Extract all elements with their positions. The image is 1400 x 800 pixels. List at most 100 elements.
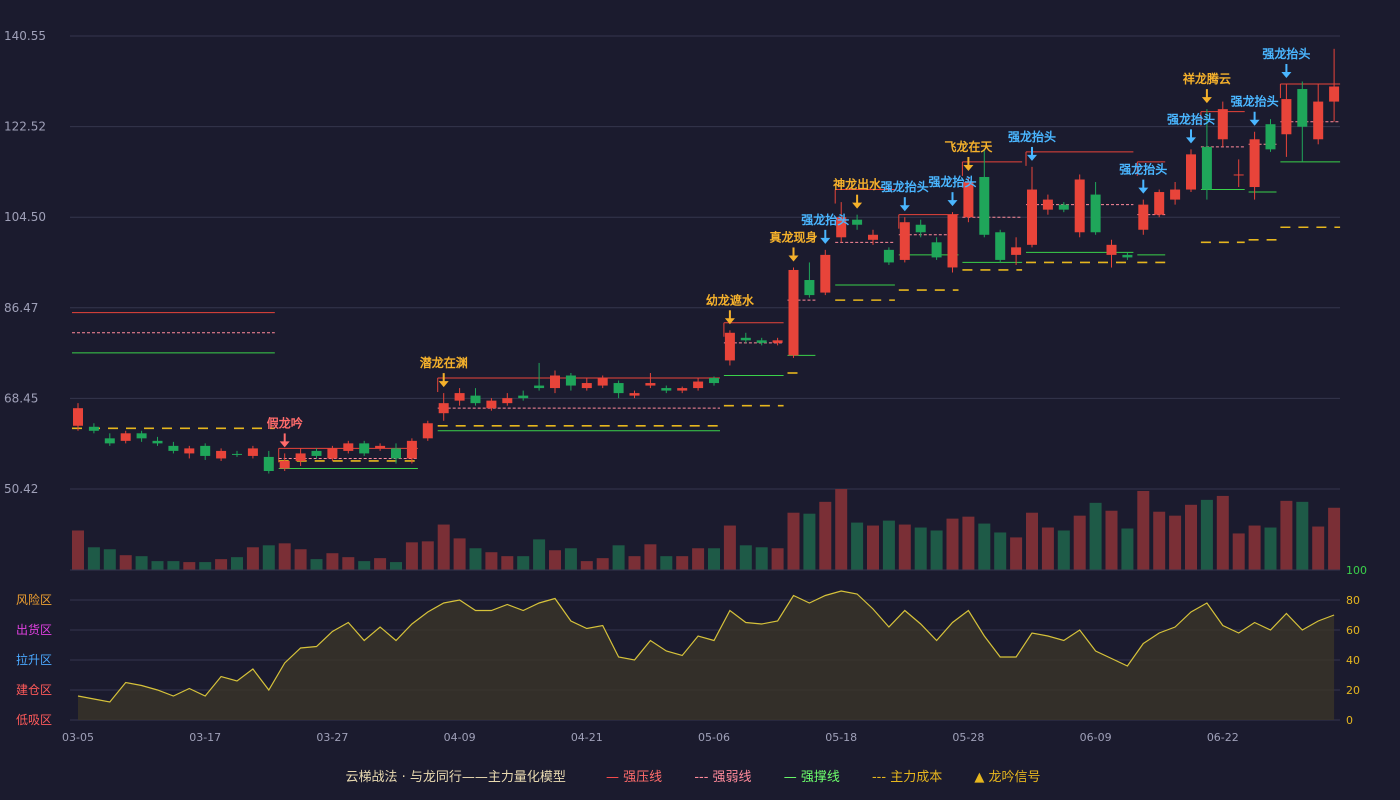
volume-bar (930, 530, 943, 570)
legend-symbol: --- (871, 770, 887, 785)
candle-body (502, 398, 513, 404)
candle-body (359, 443, 370, 454)
volume-bar (501, 556, 514, 570)
candle-body (1074, 179, 1085, 233)
signal-label: 真龙现身 (769, 229, 817, 244)
volume-bar (1169, 515, 1182, 570)
legend-label: 强撑线 (800, 770, 840, 785)
osc-tick-label: 40 (1346, 654, 1360, 667)
volume-bar (167, 561, 180, 570)
legend-symbol: ▲ (974, 770, 985, 785)
signal-label: 飞龙在天 (944, 139, 993, 154)
volume-bar (612, 545, 625, 570)
candle-body (136, 433, 147, 439)
candle-body (740, 337, 751, 341)
volume-bar (660, 556, 673, 570)
zone-label: 建仓区 (16, 683, 52, 697)
candle-body (550, 375, 560, 389)
candle-body (613, 383, 624, 394)
legend-item-resist[interactable]: — 强压线 (606, 770, 662, 785)
volume-bar (1041, 527, 1054, 570)
volume-bar (1264, 527, 1277, 570)
volume-bar (1312, 526, 1325, 570)
volume-bar (1057, 530, 1070, 570)
volume-bar (644, 544, 657, 570)
candle-body (295, 453, 306, 461)
candles (73, 48, 1340, 474)
candle-body (645, 383, 656, 386)
legend-label: 龙吟信号 (988, 770, 1041, 785)
volume-bar (390, 562, 402, 570)
volume-bar (1200, 499, 1213, 570)
candle-body (979, 176, 990, 235)
candle-body (1329, 86, 1340, 102)
osc-tick-label: 20 (1346, 684, 1360, 697)
volume-bar (119, 555, 132, 570)
date-axis: 03-05 03-17 03-27 04-09 04-21 05-06 05-18 05-28… (62, 731, 1239, 744)
zone-label: 低吸区 (16, 713, 52, 727)
date-tick-label: 03-27 (316, 731, 348, 744)
signal-label: 假龙吟 (267, 415, 303, 430)
volume-bar (1073, 515, 1086, 570)
signal-arrow-head (438, 381, 449, 388)
price-tick-label: 86.47 (4, 301, 38, 315)
volume-bar (723, 525, 736, 570)
price-tick-label: 68.45 (4, 391, 38, 405)
signal-arrow-head (724, 318, 735, 325)
candle-body (677, 388, 688, 391)
legend-item-signal[interactable]: ▲ 龙吟信号 (974, 770, 1040, 785)
signal-label: 强龙抬头 (881, 179, 929, 194)
candle-body (406, 440, 417, 459)
legend-item-weak[interactable]: --- 强弱线 (694, 770, 751, 785)
legend-title: 云梯战法 · 与龙同行——主力量化模型 (345, 770, 566, 785)
signal-label: 强龙抬头 (1167, 111, 1215, 126)
legend-label: 主力成本 (890, 770, 943, 785)
price-axis: 140.55 122.52 104.50 86.47 68.45 50.42 (4, 29, 46, 496)
candle-body (311, 450, 322, 456)
date-tick-label: 03-17 (189, 731, 221, 744)
volume-bar (453, 538, 466, 570)
candle-body (534, 385, 545, 389)
volume-bar (1232, 533, 1245, 570)
volume-bar (199, 562, 212, 570)
candle-body (1297, 89, 1308, 127)
volume-bar (771, 548, 784, 570)
legend: 云梯战法 · 与龙同行——主力量化模型 — 强压线 --- 强弱线 — 强撑线 … (0, 766, 1400, 785)
signal-label: 强龙抬头 (928, 174, 976, 189)
volume-bar (342, 557, 355, 570)
signal-arrow-head (899, 205, 910, 212)
volume-bar (278, 543, 291, 570)
candle-body (963, 182, 974, 218)
candle-body (152, 440, 163, 444)
candle-body (470, 395, 481, 404)
candle-body (438, 403, 449, 414)
candle-body (581, 383, 592, 389)
signal-arrow-head (1281, 71, 1292, 78)
volume-bar (421, 541, 434, 570)
candle-body (868, 234, 878, 240)
candle-body (693, 381, 704, 389)
date-tick-label: 04-09 (444, 731, 476, 744)
volume-bar (1105, 510, 1118, 570)
volume-bar (549, 550, 561, 570)
candle-body (931, 242, 942, 258)
legend-item-cost[interactable]: --- 主力成本 (872, 770, 942, 785)
date-tick-label: 03-05 (62, 731, 94, 744)
candle-body (772, 340, 783, 343)
signal-arrow-head (1027, 154, 1037, 161)
zone-label: 拉升区 (16, 652, 52, 667)
volume-bar (1280, 500, 1293, 570)
volume-bar (1121, 528, 1134, 570)
volume-bar (294, 549, 307, 570)
volume-bar (246, 547, 259, 570)
candle-body (120, 433, 131, 441)
signal-arrow-head (963, 164, 974, 171)
volume-bar (326, 553, 339, 570)
signal-label: 神龙出水 (833, 177, 882, 192)
legend-item-support[interactable]: — 强撑线 (784, 770, 840, 785)
volume-bar (739, 545, 752, 570)
volume-bar (1026, 512, 1038, 570)
candle-body (1011, 247, 1022, 255)
candle-body (1281, 99, 1292, 135)
volume-bar (310, 559, 323, 570)
